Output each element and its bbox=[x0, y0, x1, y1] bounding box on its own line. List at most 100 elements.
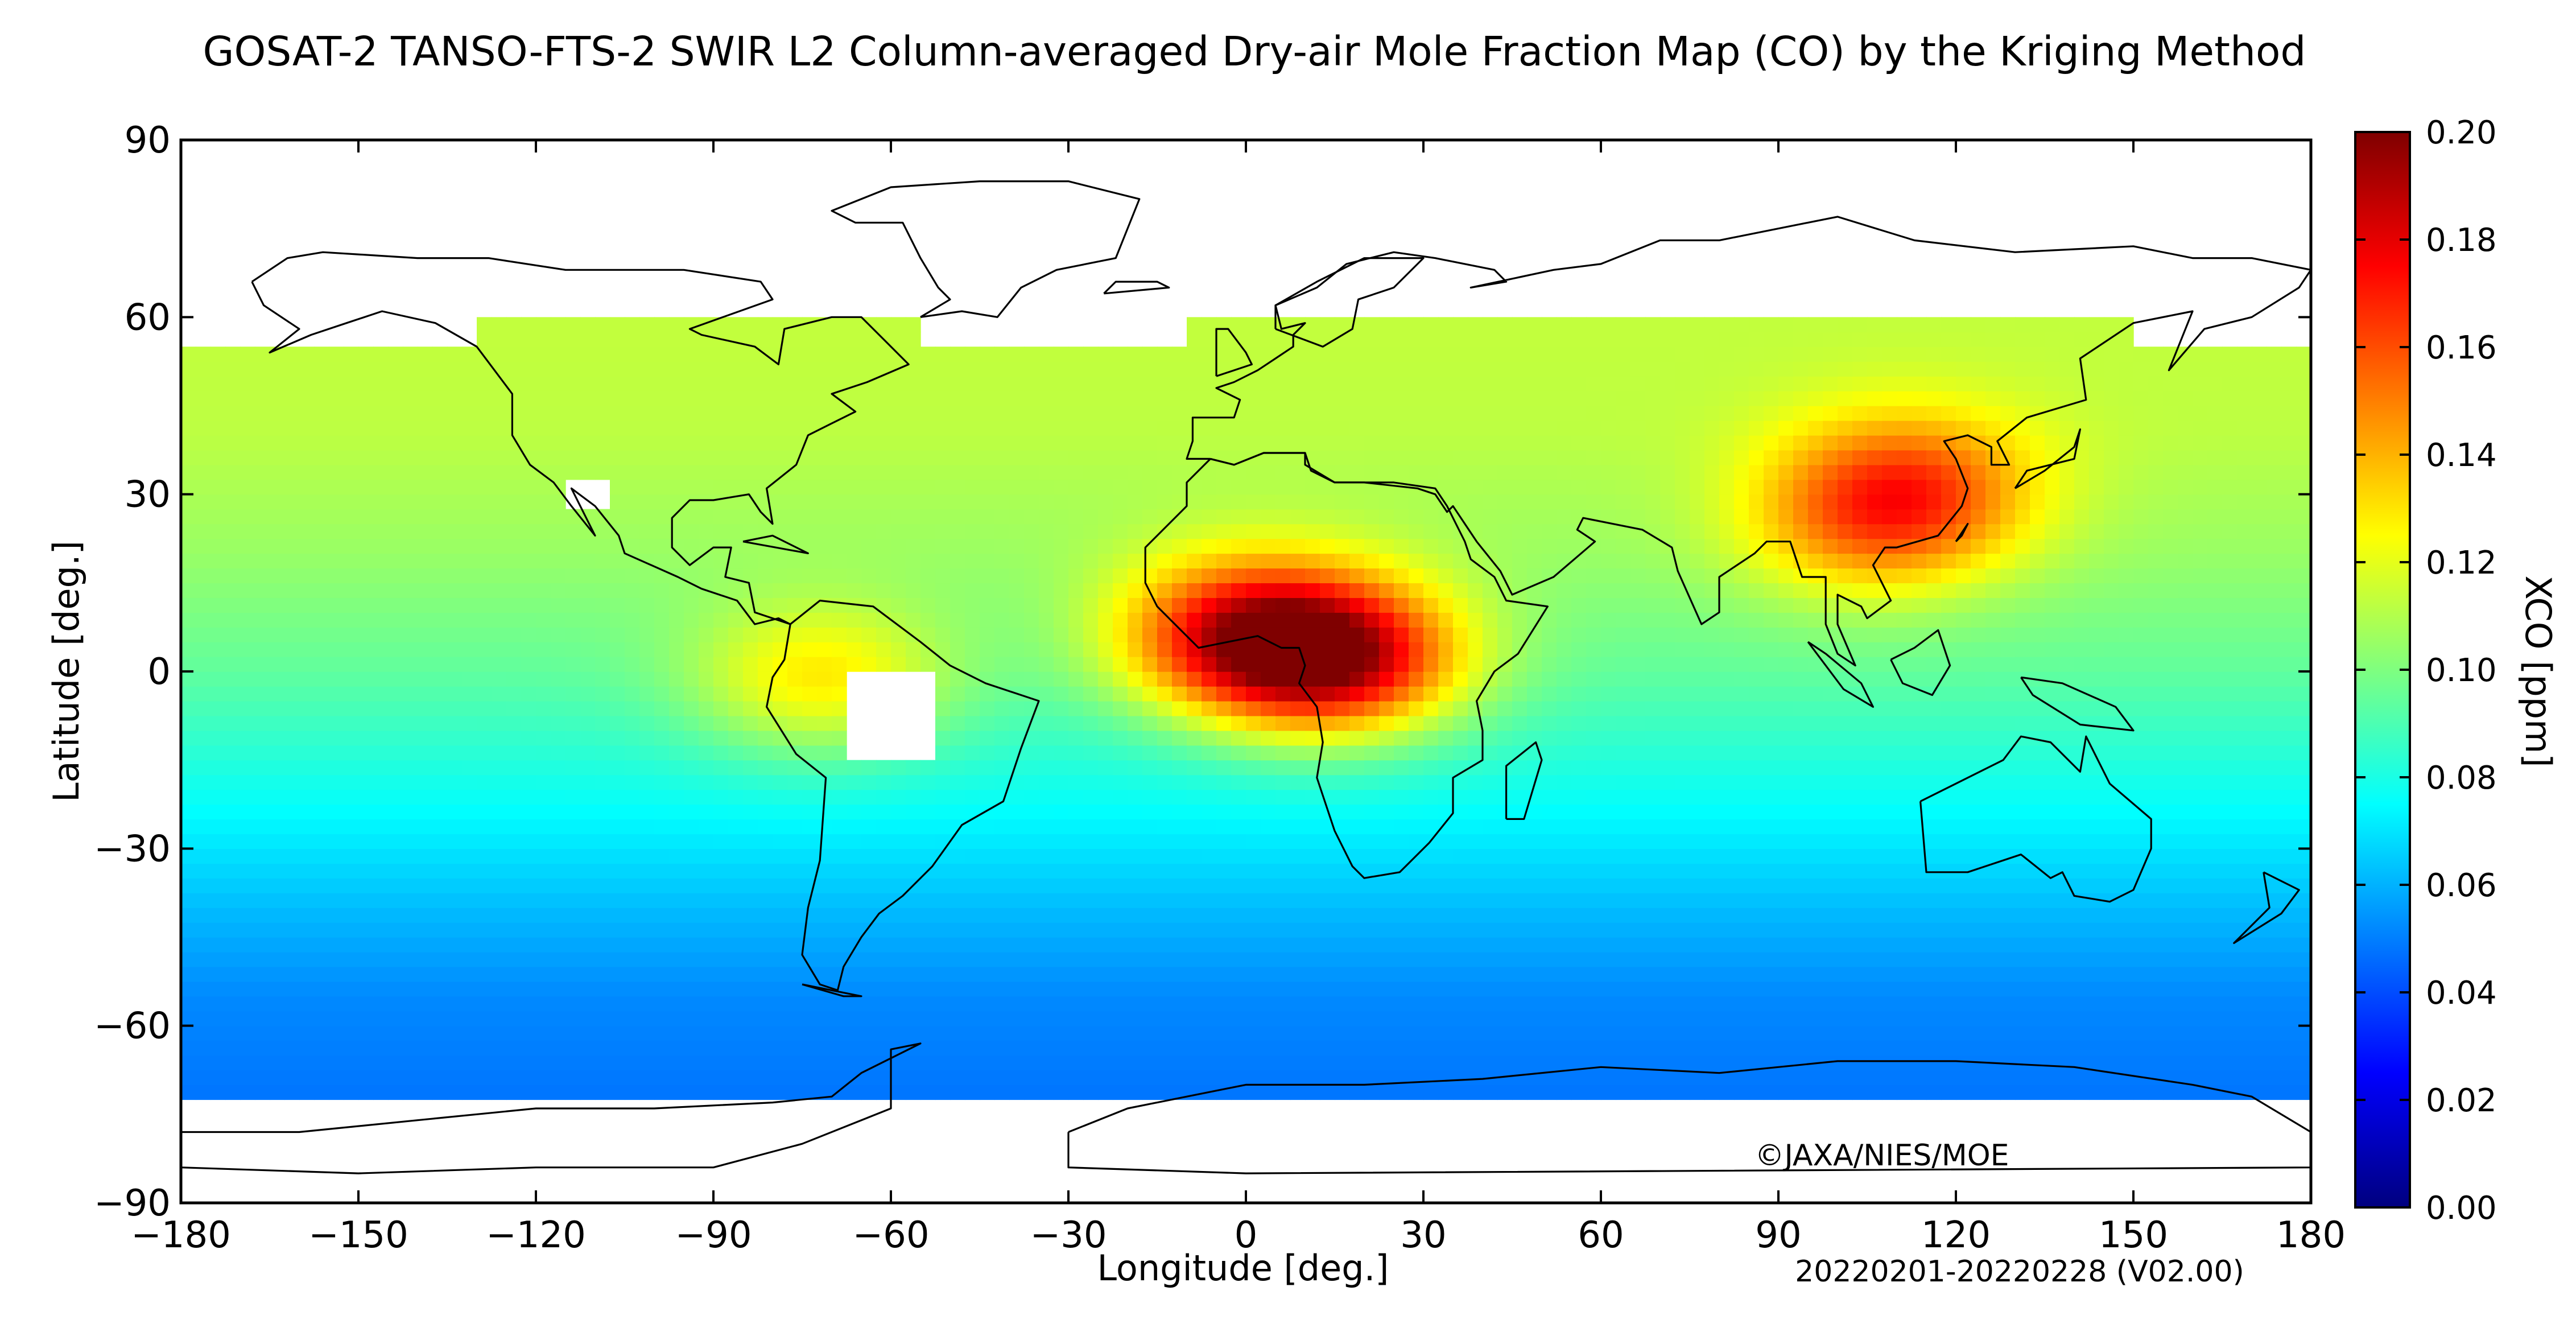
xco-cell bbox=[1690, 804, 1705, 820]
xco-cell bbox=[492, 627, 507, 642]
xco-cell bbox=[344, 893, 359, 908]
xco-cell bbox=[920, 966, 936, 982]
xco-cell bbox=[832, 1040, 847, 1056]
xco-cell bbox=[329, 819, 344, 835]
xco-cell bbox=[388, 760, 403, 776]
xco-cell bbox=[802, 627, 818, 642]
xco-cell bbox=[891, 804, 906, 820]
xco-cell bbox=[920, 1070, 936, 1086]
xco-cell bbox=[225, 1085, 241, 1100]
xco-cell bbox=[432, 642, 448, 657]
xco-cell bbox=[1630, 981, 1646, 997]
xco-cell bbox=[906, 774, 921, 790]
xco-cell bbox=[1512, 937, 1528, 953]
xco-cell bbox=[713, 597, 729, 613]
xco-cell bbox=[1557, 937, 1572, 953]
xco-cell bbox=[1808, 908, 1823, 923]
xco-cell bbox=[1749, 686, 1764, 702]
xco-cell bbox=[1764, 804, 1779, 820]
xco-cell bbox=[1275, 863, 1291, 879]
xco-cell bbox=[1512, 922, 1528, 938]
xco-cell bbox=[492, 789, 507, 805]
xco-cell bbox=[521, 966, 536, 982]
xco-cell bbox=[787, 819, 803, 835]
xco-cell bbox=[1985, 774, 2001, 790]
xco-cell bbox=[1719, 700, 1735, 716]
xco-cell bbox=[1838, 1040, 1853, 1056]
xco-cell bbox=[713, 1055, 729, 1071]
xco-cell bbox=[1468, 671, 1483, 687]
xco-cell bbox=[1468, 804, 1483, 820]
xco-cell bbox=[1364, 597, 1380, 613]
xco-cell bbox=[1128, 893, 1143, 908]
xco-cell bbox=[240, 671, 255, 687]
xco-cell bbox=[1867, 671, 1883, 687]
xco-cell bbox=[847, 819, 862, 835]
xco-cell bbox=[344, 686, 359, 702]
xco-cell bbox=[699, 848, 714, 864]
xco-cell bbox=[299, 1040, 315, 1056]
xco-cell bbox=[432, 730, 448, 746]
xco-cell bbox=[1926, 1070, 1942, 1086]
xco-cell bbox=[1764, 1085, 1779, 1100]
xco-cell bbox=[2222, 1040, 2238, 1056]
xco-cell bbox=[1956, 908, 1971, 923]
xco-cell bbox=[2193, 804, 2208, 820]
xco-cell bbox=[1009, 834, 1025, 850]
xco-cell bbox=[595, 908, 610, 923]
xco-cell bbox=[1616, 760, 1631, 776]
xco-cell bbox=[743, 863, 758, 879]
xco-cell bbox=[1512, 686, 1528, 702]
xco-cell bbox=[906, 922, 921, 938]
xco-cell bbox=[2104, 597, 2119, 613]
xco-cell bbox=[1734, 715, 1749, 731]
xco-cell bbox=[1483, 908, 1498, 923]
xco-cell bbox=[1364, 819, 1380, 835]
xco-cell bbox=[2059, 848, 2075, 864]
xco-cell bbox=[2133, 760, 2149, 776]
xco-cell bbox=[1778, 671, 1794, 687]
xco-cell bbox=[2059, 834, 2075, 850]
xco-cell bbox=[1483, 834, 1498, 850]
xco-cell bbox=[2000, 1011, 2016, 1026]
xco-cell bbox=[2104, 908, 2119, 923]
xco-cell bbox=[1453, 863, 1468, 879]
xco-cell bbox=[758, 774, 773, 790]
xco-cell bbox=[551, 893, 566, 908]
xco-cell bbox=[1039, 642, 1054, 657]
xco-cell bbox=[2281, 760, 2297, 776]
xco-cell bbox=[994, 1025, 1010, 1041]
xco-cell bbox=[1601, 981, 1616, 997]
xco-cell bbox=[1793, 1055, 1809, 1071]
xco-cell bbox=[787, 1025, 803, 1041]
xco-cell bbox=[447, 686, 463, 702]
xco-cell bbox=[2030, 715, 2045, 731]
xco-cell bbox=[906, 642, 921, 657]
xco-cell bbox=[625, 951, 640, 967]
xco-cell bbox=[1838, 951, 1853, 967]
xco-cell bbox=[1290, 819, 1306, 835]
xco-cell bbox=[2163, 893, 2178, 908]
xco-cell bbox=[1808, 774, 1823, 790]
xco-cell bbox=[240, 597, 255, 613]
xco-cell bbox=[1690, 996, 1705, 1012]
xco-cell bbox=[1793, 745, 1809, 761]
xco-cell bbox=[669, 996, 684, 1012]
xco-cell bbox=[1882, 863, 1897, 879]
xco-cell bbox=[284, 789, 300, 805]
xco-cell bbox=[2222, 612, 2238, 628]
xco-cell bbox=[802, 774, 818, 790]
xco-cell bbox=[270, 686, 285, 702]
xco-cell bbox=[1083, 789, 1099, 805]
xco-cell bbox=[713, 627, 729, 642]
xco-cell bbox=[1675, 1070, 1690, 1086]
xco-cell bbox=[1719, 863, 1735, 879]
xco-cell bbox=[743, 1070, 758, 1086]
xco-cell bbox=[2163, 922, 2178, 938]
xco-cell bbox=[1216, 893, 1232, 908]
xco-cell bbox=[1024, 819, 1039, 835]
xco-cell bbox=[1497, 1085, 1513, 1100]
xco-cell bbox=[1438, 951, 1454, 967]
xco-cell bbox=[684, 642, 699, 657]
xco-cell bbox=[358, 996, 374, 1012]
